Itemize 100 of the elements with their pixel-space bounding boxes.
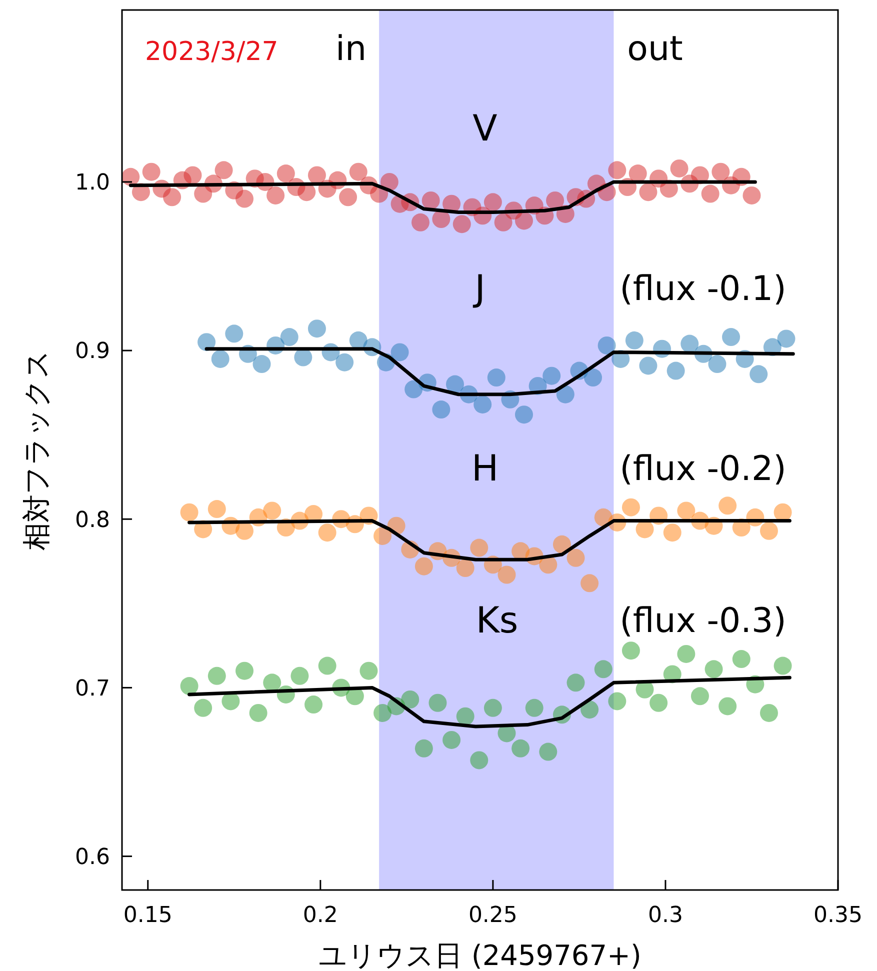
point: [235, 662, 254, 680]
point: [760, 522, 778, 540]
annotation: V: [472, 108, 498, 150]
point: [680, 334, 699, 353]
point: [512, 739, 530, 758]
point: [690, 687, 709, 706]
point: [318, 524, 336, 542]
point: [625, 331, 644, 350]
point: [225, 324, 244, 343]
point: [487, 368, 506, 387]
point: [180, 677, 198, 696]
y-axis-title: 相対フラックス: [20, 350, 53, 550]
point: [608, 692, 626, 710]
point: [718, 697, 737, 716]
point: [432, 400, 450, 419]
point: [542, 366, 561, 385]
point: [428, 694, 447, 712]
annotation: J: [472, 268, 486, 310]
point: [774, 656, 792, 675]
point: [594, 660, 612, 678]
annotation: (flux -0.2): [620, 448, 786, 489]
point: [180, 503, 198, 522]
point: [470, 538, 488, 557]
y-tick-label: 0.6: [75, 844, 110, 870]
y-tick-label: 1.0: [75, 170, 110, 196]
point: [598, 336, 616, 354]
point: [732, 650, 750, 668]
point: [414, 739, 433, 758]
point: [639, 356, 658, 375]
x-tick-label: 0.2: [302, 903, 338, 928]
point: [401, 690, 420, 708]
point: [456, 707, 474, 726]
point: [404, 380, 423, 398]
point: [552, 535, 571, 554]
point: [235, 522, 254, 540]
point: [336, 353, 354, 372]
point: [704, 660, 723, 678]
point: [446, 375, 464, 394]
y-tick-label: 0.9: [75, 339, 110, 364]
point: [650, 694, 668, 712]
point: [760, 704, 778, 722]
point: [208, 666, 226, 685]
point: [263, 502, 282, 520]
point: [750, 365, 768, 384]
point: [777, 330, 796, 348]
point: [722, 328, 740, 346]
annotation: in: [336, 29, 366, 69]
point: [498, 566, 516, 584]
point: [580, 700, 599, 719]
point: [374, 704, 392, 722]
annotation: out: [627, 29, 683, 69]
point: [442, 730, 461, 749]
x-tick-label: 0.25: [468, 903, 518, 928]
point: [514, 406, 533, 424]
point: [556, 385, 574, 404]
point: [622, 498, 640, 516]
point: [290, 666, 309, 685]
point: [484, 698, 502, 717]
x-tick-label: 0.35: [814, 903, 862, 928]
point: [622, 642, 640, 660]
point: [580, 574, 599, 592]
point: [318, 656, 336, 675]
annotation: 2023/3/27: [145, 37, 278, 67]
point: [666, 362, 685, 380]
point: [304, 696, 323, 714]
annotation: (flux -0.3): [620, 600, 786, 641]
y-tick-label: 0.7: [75, 676, 110, 702]
point: [663, 524, 682, 542]
point: [198, 333, 216, 352]
point: [390, 343, 409, 362]
point: [566, 674, 585, 692]
point: [360, 662, 378, 680]
point: [708, 355, 726, 374]
point: [308, 320, 326, 338]
point: [374, 526, 392, 545]
point: [211, 350, 230, 368]
x-tick-label: 0.3: [648, 903, 683, 928]
point: [718, 496, 737, 515]
point: [208, 500, 226, 518]
point: [470, 751, 488, 770]
point: [677, 644, 696, 663]
y-tick-label: 0.8: [75, 508, 110, 533]
point: [525, 698, 544, 717]
point: [539, 742, 558, 761]
point: [263, 674, 282, 692]
point: [584, 368, 602, 387]
point: [566, 548, 585, 567]
point: [280, 328, 298, 346]
point: [194, 698, 212, 717]
point: [677, 502, 696, 520]
point: [456, 559, 474, 578]
point: [414, 557, 433, 576]
annotation: H: [471, 448, 499, 490]
point: [252, 355, 271, 374]
point: [474, 395, 492, 414]
x-tick-label: 0.15: [123, 903, 172, 928]
x-axis-title: ユリウス日 (2459767+): [318, 939, 642, 971]
annotation: (flux -0.1): [620, 268, 786, 309]
annotation: Ks: [476, 600, 518, 642]
point: [249, 704, 268, 722]
